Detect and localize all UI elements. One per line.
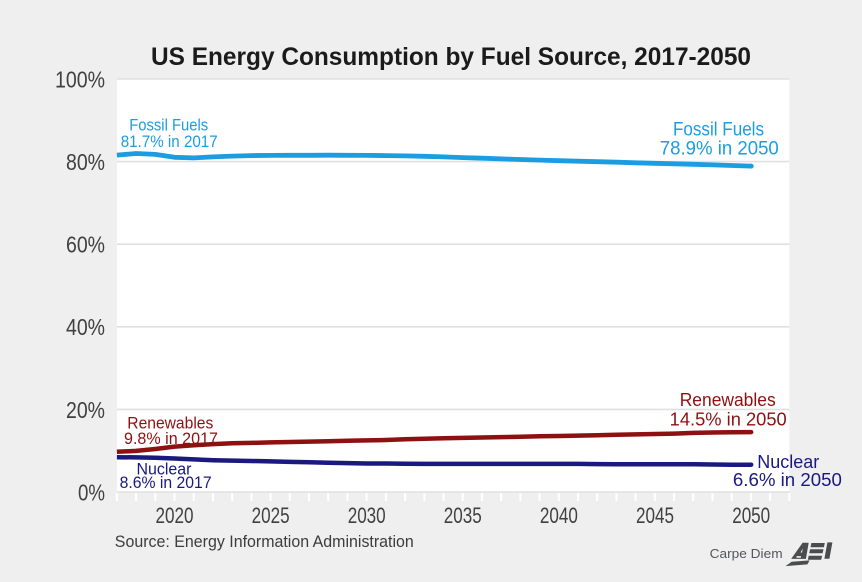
svg-text:100%: 100% <box>55 66 105 92</box>
svg-text:US Energy Consumption by Fuel: US Energy Consumption by Fuel Source, 20… <box>151 43 751 71</box>
svg-text:2025: 2025 <box>252 503 290 528</box>
svg-text:6.6% in 2050: 6.6% in 2050 <box>733 470 842 490</box>
svg-text:2035: 2035 <box>444 503 482 528</box>
svg-text:81.7% in 2017: 81.7% in 2017 <box>121 132 218 151</box>
svg-text:Nuclear: Nuclear <box>137 460 192 479</box>
svg-text:60%: 60% <box>66 232 105 258</box>
svg-text:Fossil Fuels: Fossil Fuels <box>129 116 208 135</box>
svg-text:78.9% in 2050: 78.9% in 2050 <box>660 138 779 159</box>
svg-text:2045: 2045 <box>636 503 674 528</box>
svg-text:14.5% in 2050: 14.5% in 2050 <box>670 410 787 430</box>
svg-text:Nuclear: Nuclear <box>757 452 819 472</box>
svg-text:2020: 2020 <box>156 503 194 528</box>
svg-text:Renewables: Renewables <box>127 414 213 433</box>
svg-text:9.8% in 2017: 9.8% in 2017 <box>124 429 218 448</box>
svg-text:8.6% in 2017: 8.6% in 2017 <box>120 473 212 492</box>
svg-text:20%: 20% <box>66 397 105 423</box>
svg-text:0%: 0% <box>78 479 105 505</box>
svg-text:Source: Energy Information Adm: Source: Energy Information Administratio… <box>115 532 414 551</box>
svg-text:2050: 2050 <box>732 503 770 528</box>
svg-text:Renewables: Renewables <box>680 390 776 410</box>
svg-text:2040: 2040 <box>540 503 578 528</box>
svg-text:Fossil Fuels: Fossil Fuels <box>673 120 764 141</box>
svg-text:40%: 40% <box>66 314 105 340</box>
svg-text:Carpe Diem: Carpe Diem <box>710 547 783 561</box>
svg-text:2030: 2030 <box>348 503 386 528</box>
svg-text:80%: 80% <box>66 149 105 175</box>
